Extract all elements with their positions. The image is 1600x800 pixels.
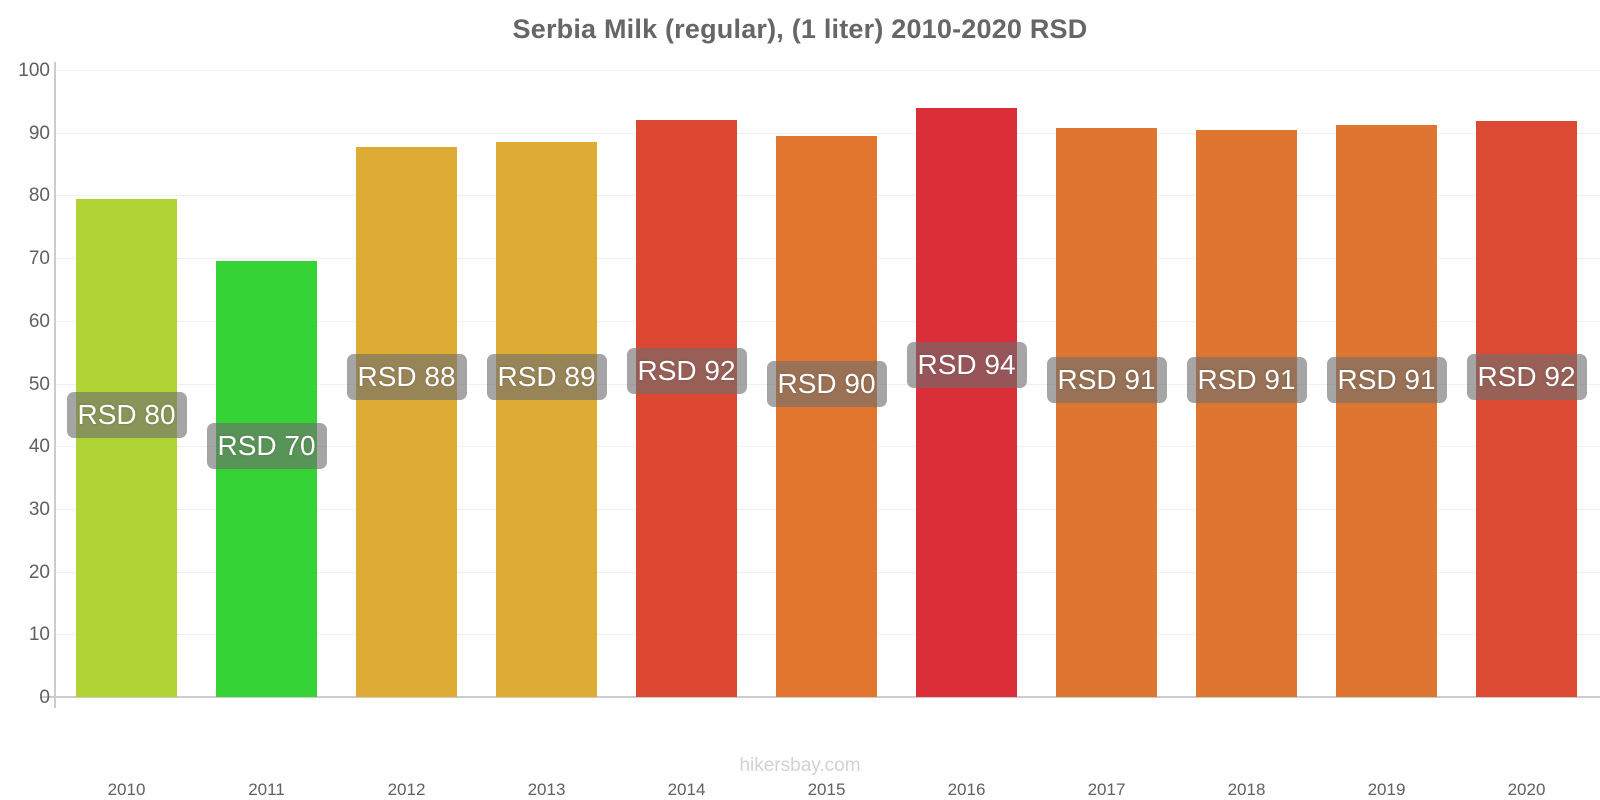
- y-axis-tick-label: 50: [28, 373, 50, 395]
- bar-2014[interactable]: [636, 120, 737, 697]
- bar-2019[interactable]: [1336, 125, 1437, 697]
- y-axis-tick-label: 40: [28, 436, 50, 458]
- bar-2010[interactable]: [76, 198, 177, 697]
- value-label-2019: RSD 91: [1326, 357, 1447, 404]
- y-axis-tick-label: 0: [39, 687, 50, 708]
- value-label-2013: RSD 89: [486, 354, 607, 401]
- x-axis-tick-label-2011: 2011: [248, 780, 285, 799]
- x-axis-tick-label-2019: 2019: [1367, 780, 1406, 799]
- x-axis-tick-label-2010: 2010: [107, 780, 146, 799]
- value-label-2011: RSD 70: [206, 423, 327, 470]
- y-axis-tick-label: 80: [28, 185, 50, 207]
- bar-2011[interactable]: [216, 261, 317, 697]
- chart-title: Serbia Milk (regular), (1 liter) 2010-20…: [512, 14, 1088, 44]
- x-axis-tick-label-2017: 2017: [1087, 780, 1126, 799]
- bar-2015[interactable]: [776, 136, 877, 697]
- gridline: [56, 132, 1600, 134]
- y-axis-tick-label: 90: [28, 122, 50, 144]
- x-axis-tick-label-2016: 2016: [947, 780, 986, 799]
- bar-2020[interactable]: [1476, 121, 1577, 697]
- gridline: [56, 70, 1600, 71]
- x-axis-tick-label-2020: 2020: [1507, 780, 1546, 799]
- y-axis-tick-label: 20: [28, 561, 50, 583]
- y-axis-tick-label: 70: [28, 248, 50, 270]
- x-axis-tick-label-2014: 2014: [667, 780, 706, 799]
- bar-2012[interactable]: [356, 147, 457, 697]
- value-label-2014: RSD 92: [626, 347, 747, 394]
- x-axis-tick-label-2018: 2018: [1227, 780, 1266, 799]
- y-axis-tick-label: 100: [18, 60, 50, 81]
- bar-2018[interactable]: [1196, 129, 1297, 697]
- bar-2017[interactable]: [1056, 127, 1157, 697]
- x-axis-tick-label-2015: 2015: [807, 780, 846, 799]
- x-axis-tick-label-2012: 2012: [387, 780, 426, 799]
- x-axis-line: [42, 696, 1600, 698]
- footer-credit: hikersbay.com: [739, 755, 861, 776]
- value-label-2018: RSD 91: [1186, 357, 1307, 404]
- value-label-2020: RSD 92: [1466, 354, 1587, 401]
- bar-2016[interactable]: [916, 107, 1017, 697]
- value-label-2016: RSD 94: [906, 341, 1027, 388]
- bar-2013[interactable]: [496, 142, 597, 697]
- value-label-2010: RSD 80: [66, 391, 187, 438]
- y-axis-tick-label: 10: [28, 624, 50, 646]
- y-axis-tick-label: 60: [28, 310, 50, 332]
- value-label-2015: RSD 90: [766, 360, 887, 407]
- value-label-2012: RSD 88: [346, 354, 467, 401]
- y-axis-line: [54, 62, 56, 708]
- x-axis-tick-label-2013: 2013: [527, 780, 566, 799]
- value-label-2017: RSD 91: [1046, 357, 1167, 404]
- y-axis-tick-label: 30: [28, 498, 50, 520]
- plot-area: 0 10 20 30 40 50 60 70 80 90 100 RSD 80 RSD 70 RSD 8…: [18, 60, 1600, 799]
